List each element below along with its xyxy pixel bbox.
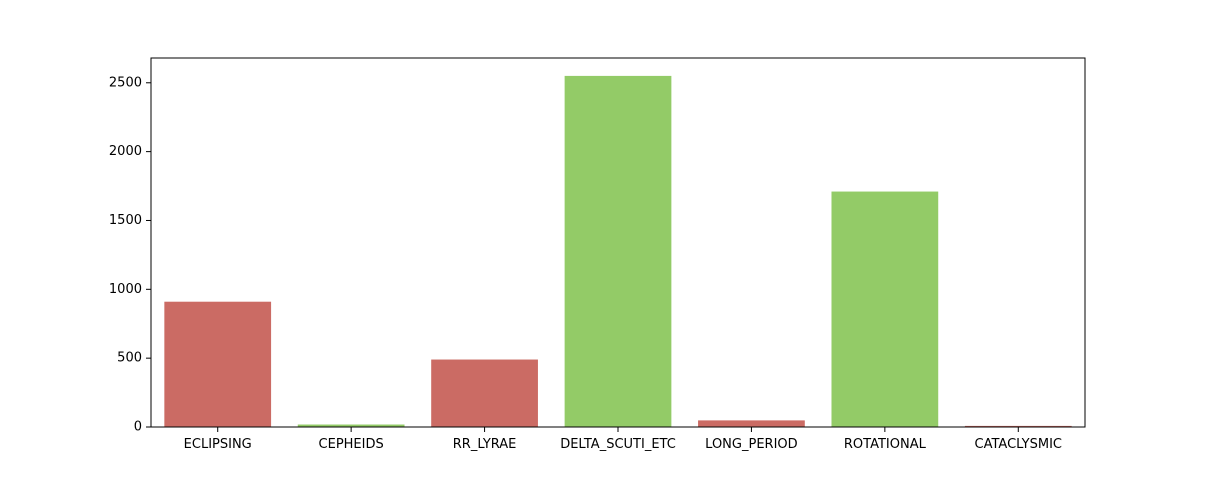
- bar-delta-scuti-etc: [564, 75, 672, 427]
- bars-group: [164, 75, 1072, 427]
- x-tick-label: RR_LYRAE: [453, 437, 517, 452]
- bar-rotational: [831, 191, 939, 427]
- x-tick-label: LONG_PERIOD: [705, 437, 797, 452]
- y-axis: 0 500 1000 1500 2000 2500: [109, 75, 151, 435]
- y-tick-label: 2000: [109, 144, 142, 159]
- x-tick-label: ECLIPSING: [184, 437, 252, 452]
- x-tick-label: CEPHEIDS: [319, 437, 384, 452]
- y-tick-label: 1000: [109, 282, 142, 297]
- x-axis: ECLIPSING CEPHEIDS RR_LYRAE DELTA_SCUTI_ETC…: [184, 427, 1062, 452]
- bar-long-period: [698, 420, 805, 427]
- bar-eclipsing: [164, 301, 272, 427]
- y-tick-label: 1500: [109, 213, 142, 228]
- y-tick-label: 0: [134, 420, 142, 435]
- x-tick-label: ROTATIONAL: [844, 437, 927, 452]
- y-tick-label: 2500: [109, 75, 142, 90]
- x-tick-label: DELTA_SCUTI_ETC: [560, 437, 676, 452]
- x-tick-label: CATACLYSMIC: [975, 437, 1062, 452]
- bar-cataclysmic: [964, 425, 1072, 427]
- bar-rr-lyrae: [431, 359, 538, 427]
- y-tick-label: 500: [117, 351, 142, 366]
- bar-cepheids: [297, 424, 405, 427]
